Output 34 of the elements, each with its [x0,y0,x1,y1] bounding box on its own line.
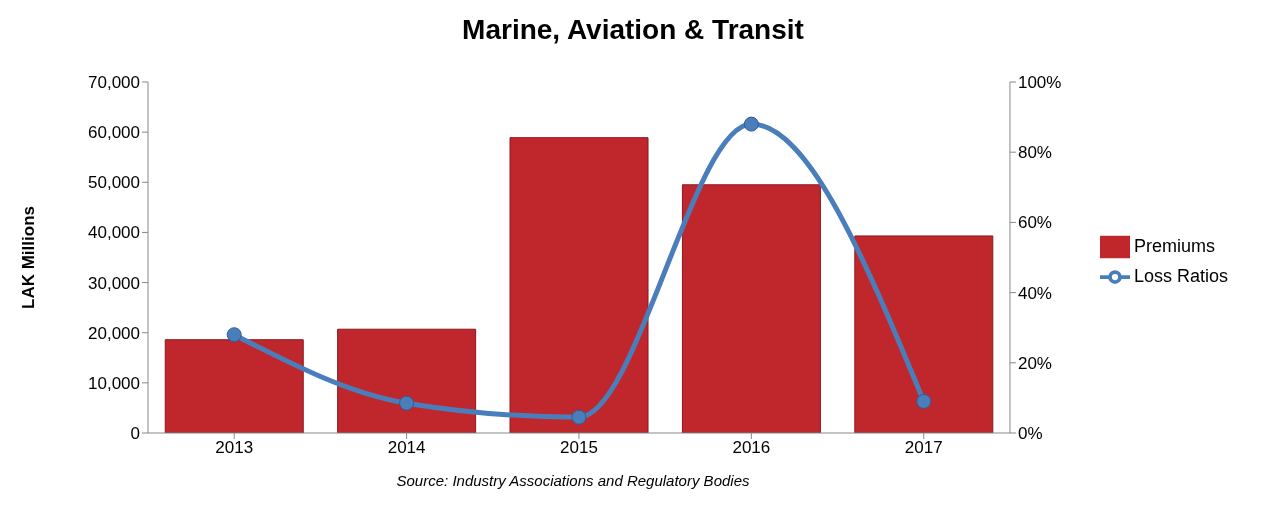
y2-tick-label: 60% [1017,213,1052,233]
chart-title: Marine, Aviation & Transit [461,13,805,47]
legend-label: Loss Ratios [1133,265,1228,286]
x-tick-label: 2013 [215,438,254,458]
y2-tick-label: 20% [1017,353,1052,373]
y-axis-title: LAK Millions [19,206,39,309]
y2-tick-label: 80% [1017,143,1052,163]
y2-tick-label: 0% [1017,424,1043,444]
bar [854,235,994,433]
y-tick-label: 20,000 [88,323,140,343]
y-tick-label: 60,000 [88,123,140,143]
x-tick-label: 2016 [732,438,771,458]
y-tick-label: 30,000 [88,273,140,293]
point [226,327,242,343]
y-tick-label: 10,000 [88,373,140,393]
bar [509,137,649,433]
y-tick-label: 50,000 [88,173,140,193]
y-tick-label: 0 [130,424,140,444]
point [571,409,587,425]
bar [681,184,821,433]
y-tick-label: 40,000 [88,223,140,243]
y-tick-label: 70,000 [88,73,140,93]
point [399,395,415,411]
legend-label: Premiums [1133,235,1215,256]
source-note: Source: Industry Associations and Regulatory Bodies [395,472,751,489]
y2-tick-label: 40% [1017,283,1052,303]
bar [164,339,304,433]
point [916,393,932,409]
y2-tick-label: 100% [1017,73,1062,93]
x-tick-label: 2017 [904,438,943,458]
point [743,116,759,132]
bar [337,328,477,433]
x-tick-label: 2015 [560,438,598,458]
x-tick-label: 2014 [387,438,426,458]
